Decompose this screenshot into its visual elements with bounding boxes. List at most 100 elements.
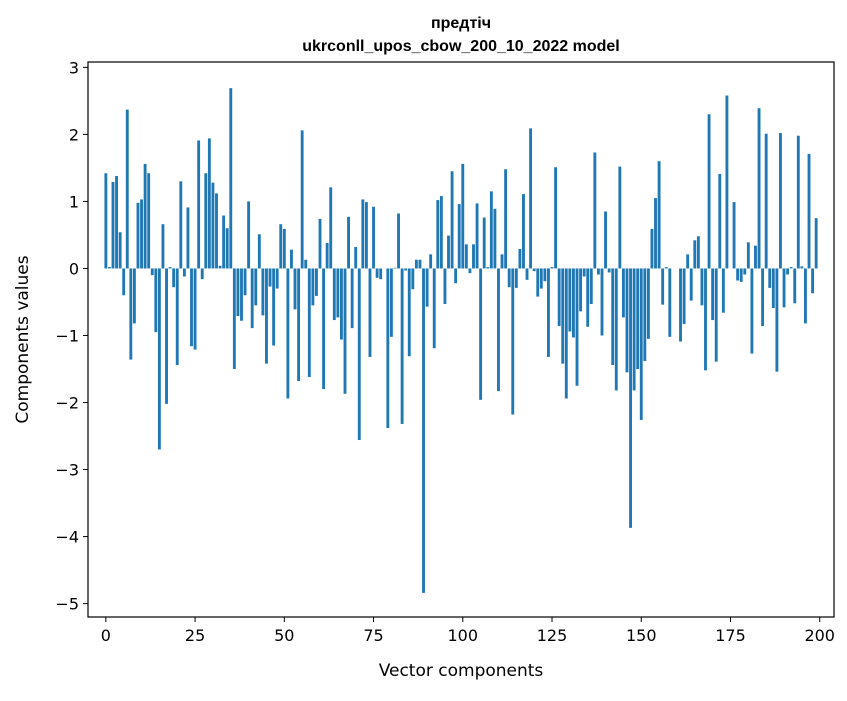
- bar: [568, 268, 571, 331]
- bar: [651, 229, 654, 269]
- bar: [583, 268, 586, 276]
- bar: [386, 268, 389, 428]
- bar: [151, 268, 154, 275]
- bar: [690, 268, 693, 300]
- bar: [636, 268, 639, 369]
- bar: [240, 268, 243, 320]
- bar: [758, 108, 761, 268]
- bar: [233, 268, 236, 369]
- x-tick-label: 50: [274, 626, 294, 645]
- bar: [647, 268, 650, 338]
- bar: [469, 268, 472, 273]
- y-tick-label: −4: [55, 528, 79, 547]
- bar: [376, 268, 379, 277]
- bar: [322, 268, 325, 389]
- bar: [536, 268, 539, 296]
- bar: [144, 164, 147, 269]
- y-tick-label: −3: [55, 461, 79, 480]
- bar: [454, 268, 457, 283]
- bar: [272, 268, 275, 345]
- bar: [629, 268, 632, 527]
- bar: [304, 260, 307, 269]
- bar: [372, 207, 375, 269]
- bar: [336, 268, 339, 317]
- bar: [622, 268, 625, 317]
- bar: [501, 254, 504, 268]
- bar: [251, 268, 254, 328]
- bar: [283, 229, 286, 269]
- bar: [579, 268, 582, 311]
- bar: [461, 164, 464, 269]
- bar: [258, 234, 261, 268]
- bar: [269, 268, 272, 286]
- bar: [543, 268, 546, 281]
- bar: [137, 203, 140, 269]
- bar: [158, 268, 161, 449]
- bar: [236, 268, 239, 316]
- bar: [397, 213, 400, 268]
- bar: [261, 268, 264, 315]
- bar: [633, 268, 636, 390]
- bar: [783, 268, 786, 307]
- y-tick-label: −5: [55, 595, 79, 614]
- bar: [504, 169, 507, 268]
- bar: [222, 216, 225, 269]
- bar: [701, 268, 704, 305]
- bar: [215, 193, 218, 268]
- bar: [201, 268, 204, 279]
- bar: [219, 266, 222, 269]
- bar: [451, 171, 454, 268]
- bar: [429, 254, 432, 268]
- x-tick-label: 175: [715, 626, 746, 645]
- bar: [554, 167, 557, 268]
- y-tick-label: 3: [69, 58, 79, 77]
- bar: [793, 268, 796, 303]
- bar: [604, 211, 607, 268]
- bar: [558, 268, 561, 326]
- bar: [529, 128, 532, 268]
- bar: [768, 268, 771, 287]
- y-tick-label: 2: [69, 125, 79, 144]
- bar: [315, 268, 318, 295]
- bar: [576, 268, 579, 385]
- bar: [465, 244, 468, 268]
- bar: [404, 268, 407, 270]
- bar: [518, 249, 521, 268]
- bar: [433, 268, 436, 348]
- bar: [615, 268, 618, 390]
- x-tick-label: 25: [185, 626, 205, 645]
- bar: [308, 268, 311, 377]
- y-tick-label: −1: [55, 326, 79, 345]
- bar: [611, 268, 614, 365]
- bar: [679, 268, 682, 341]
- bar: [436, 200, 439, 268]
- bar: [290, 250, 293, 269]
- bar: [804, 268, 807, 323]
- bar: [601, 268, 604, 335]
- bar: [593, 152, 596, 268]
- x-tick-label: 100: [448, 626, 479, 645]
- bar: [618, 167, 621, 269]
- bar: [472, 244, 475, 268]
- bar: [693, 240, 696, 268]
- bar: [508, 268, 511, 287]
- bar: [115, 176, 118, 269]
- bar: [311, 268, 314, 305]
- bar: [743, 268, 746, 274]
- x-tick-label: 0: [101, 626, 111, 645]
- bar: [229, 88, 232, 268]
- y-tick-label: 1: [69, 192, 79, 211]
- bar: [590, 268, 593, 304]
- bar: [733, 202, 736, 268]
- bar: [715, 268, 718, 361]
- bar: [197, 140, 200, 268]
- bar: [194, 268, 197, 349]
- bar: [183, 268, 186, 276]
- bar: [640, 268, 643, 419]
- bar: [533, 268, 536, 271]
- bar: [426, 268, 429, 306]
- bar: [340, 268, 343, 339]
- bar: [297, 268, 300, 381]
- bar: [718, 174, 721, 269]
